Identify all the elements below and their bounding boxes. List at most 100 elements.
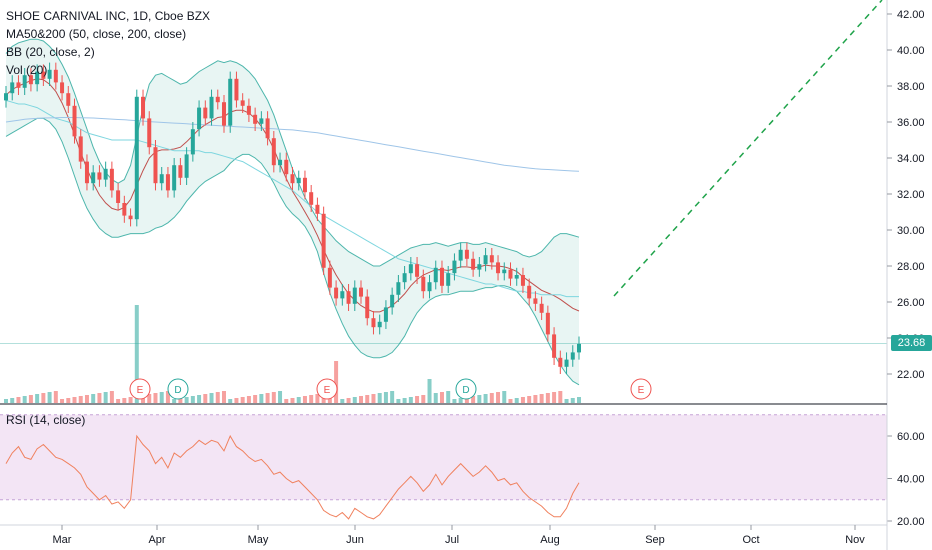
candle-body [203,107,208,119]
volume-bar [265,393,270,403]
candle-body [377,321,382,328]
volume-bar [165,391,170,403]
volume-bar [446,391,451,403]
rsi-band-fill [0,414,887,500]
candle-body [47,69,52,79]
volume-bar [72,397,77,403]
rsi-panel: 60.00 40.00 20.00 [0,414,925,528]
candle-body [371,318,376,328]
price-tick-label: 34.00 [897,153,925,165]
volume-bar [309,395,314,403]
volume-bar [334,361,339,403]
last-price-badge: 23.68 [891,335,932,351]
volume-bar [60,399,65,403]
bb-legend[interactable]: BB (20, close, 2) [6,45,95,59]
candle-body [228,78,233,126]
candle-body [172,165,177,191]
volume-bar [514,398,519,403]
candle-body [558,357,563,367]
ma-legend[interactable]: MA50&200 (50, close, 200, close) [6,27,187,41]
price-tick-label: 42.00 [897,9,925,21]
volume-bar [246,396,251,403]
price-tick-label: 38.00 [897,81,925,93]
volume-bar [228,399,233,403]
volume-bar [66,398,71,403]
volume-bar [452,399,457,403]
forecast-line [613,0,883,297]
candle-body [520,275,525,286]
candle-body [533,298,538,304]
candle-body [153,147,158,184]
candle-body [359,287,364,297]
volume-bar [259,394,264,403]
volume-bar [35,394,40,403]
volume-bar [552,392,557,403]
bollinger-bands [5,38,580,386]
volume-bar [234,398,239,403]
volume-bar [533,395,538,403]
candle-body [340,291,345,299]
candle-body [66,93,71,106]
candle-body [334,287,339,299]
candle-body [352,287,357,304]
candle-body [72,105,77,137]
volume-bar [41,393,46,403]
candle-body [446,273,451,286]
candle-body [402,273,407,283]
candle-body [116,190,121,203]
volume-bar [84,395,89,403]
volume-bar [508,399,513,403]
symbol-title[interactable]: SHOE CARNIVAL INC, 1D, Cboe BZX [6,9,211,23]
volume-bar [383,392,388,403]
volume-bar [365,395,370,403]
candle-body [259,118,264,124]
volume-bar [464,397,469,403]
volume-bar [147,394,152,403]
volume-bar [496,392,501,403]
candle-body [91,172,96,184]
candle-body [97,172,102,180]
bb-basis-line [5,78,580,313]
volume-bar [346,398,351,403]
volume-bar [458,398,463,403]
candle-body [209,96,214,119]
volume-bar [78,396,83,403]
candle-body [165,174,170,191]
bb-fill [6,39,579,385]
candle-body [28,75,33,85]
candle-body [321,213,326,268]
candle-body [22,75,27,88]
forecast-dashed-line [613,0,883,297]
event-marker [630,378,652,400]
vol-legend[interactable]: Vol (20) [6,63,48,77]
candle-body [315,204,320,214]
candle-body [221,102,226,126]
candle-body [514,275,519,279]
volume-bar [284,399,289,403]
rsi-legend[interactable]: RSI (14, close) [6,413,86,427]
candle-body [246,105,251,115]
volume-bar [577,397,581,403]
volume-bar [134,305,139,403]
candle-body [109,168,114,191]
volume-bar [271,392,276,403]
volume-bar [159,392,164,403]
volume-bar [178,398,183,403]
candle-body [489,255,494,263]
volume-bar [402,398,407,403]
event-marker [129,378,151,400]
candle-body [577,343,581,353]
volume-bar [371,394,376,403]
volume-bar [296,397,301,403]
candle-body [421,276,426,292]
candle-body [122,203,127,216]
candle-body [502,269,507,274]
rsi-tick-label: 40.00 [897,474,925,486]
chart-legend: SHOE CARNIVAL INC, 1D, Cboe BZX MA50&200… [6,7,210,79]
candle-body [16,82,21,88]
candle-body [309,192,314,205]
volume-bar [539,394,544,403]
volume-bar [421,395,426,403]
